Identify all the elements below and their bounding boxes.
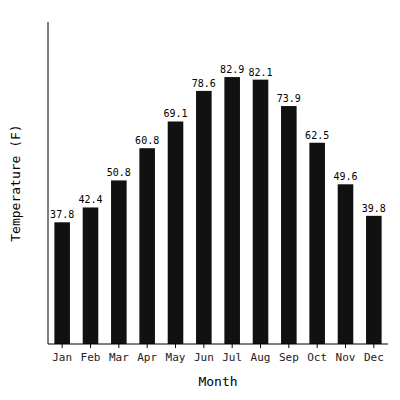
axes: Jan Feb Mar Apr May Jun Jul Aug Sep Oct Nov Dec [48, 22, 388, 364]
x-tick [147, 344, 148, 348]
bar [83, 207, 99, 344]
bar [309, 143, 325, 344]
x-tick [62, 344, 63, 348]
x-tick-label: Jan [52, 351, 72, 364]
x-tick [90, 344, 91, 348]
bar [366, 216, 382, 344]
data-labels: 37.8 42.4 50.8 60.8 69.1 78.6 82.9 82.1 73.9 62.5… [50, 64, 386, 220]
data-label: 78.6 [192, 78, 216, 89]
data-label: 50.8 [107, 167, 131, 178]
bar [196, 91, 212, 344]
data-label: 82.9 [220, 64, 244, 75]
data-label: 37.8 [50, 209, 74, 220]
x-axis-line [48, 344, 388, 345]
x-tick-label: Feb [81, 351, 101, 364]
x-tick [232, 344, 233, 348]
x-tick-label: Apr [137, 351, 157, 364]
bar [253, 80, 269, 344]
bar [281, 106, 297, 344]
x-tick-label: Jul [222, 351, 242, 364]
x-tick-label: Oct [307, 351, 327, 364]
bar [111, 180, 127, 344]
x-tick [373, 344, 374, 348]
bar [139, 148, 155, 344]
x-tick-label: Aug [251, 351, 271, 364]
x-tick-label: Mar [109, 351, 129, 364]
x-tick [260, 344, 261, 348]
data-label: 42.4 [78, 194, 102, 205]
x-tick [317, 344, 318, 348]
x-axis-label: Month [198, 374, 237, 389]
bars [54, 77, 381, 344]
x-tick [118, 344, 119, 348]
y-axis-label: Temperature (F) [8, 124, 23, 241]
bar [168, 121, 184, 344]
x-tick-label: Nov [336, 351, 356, 364]
y-axis-line [48, 22, 49, 344]
x-tick [288, 344, 289, 348]
bar [54, 222, 70, 344]
data-label: 49.6 [333, 171, 357, 182]
x-tick-label: Sep [279, 351, 299, 364]
x-tick-label: May [166, 351, 186, 364]
x-tick [175, 344, 176, 348]
x-tick [345, 344, 346, 348]
data-label: 82.1 [248, 67, 272, 78]
data-label: 39.8 [362, 203, 386, 214]
chart-container: 37.8 42.4 50.8 60.8 69.1 78.6 82.9 82.1 73.9 62.5… [0, 0, 400, 400]
x-tick-label: Jun [194, 351, 214, 364]
x-tick-label: Dec [364, 351, 384, 364]
bar [338, 184, 354, 344]
data-label: 73.9 [277, 93, 301, 104]
x-tick [203, 344, 204, 348]
data-label: 62.5 [305, 130, 329, 141]
data-label: 69.1 [163, 108, 187, 119]
bar [224, 77, 240, 344]
chart: 37.8 42.4 50.8 60.8 69.1 78.6 82.9 82.1 73.9 62.5… [0, 0, 400, 400]
data-label: 60.8 [135, 135, 159, 146]
